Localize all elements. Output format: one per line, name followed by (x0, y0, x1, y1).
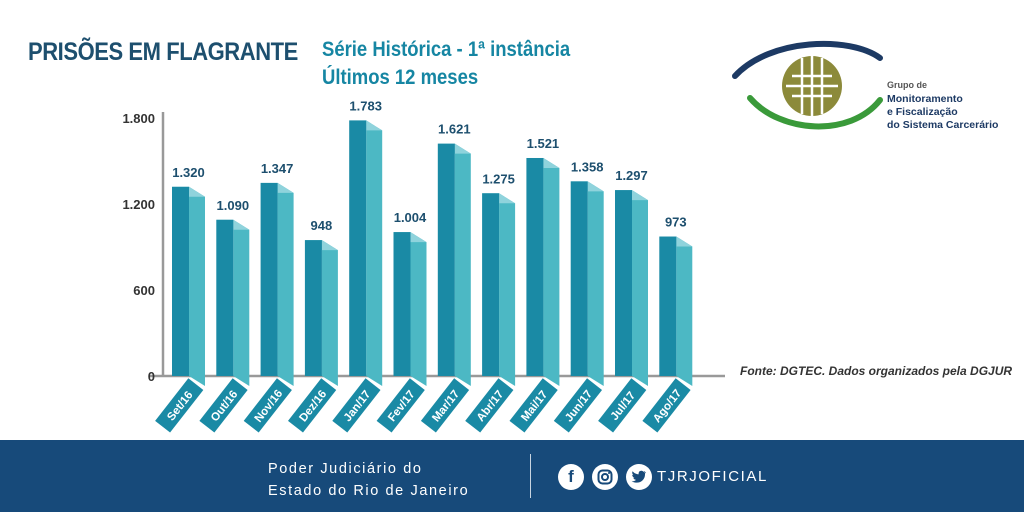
footer-org-line2: Estado do Rio de Janeiro (268, 483, 470, 499)
chart-subtitle-line2: Últimos 12 meses (322, 66, 479, 89)
bar-side (189, 186, 205, 386)
bar-side (366, 120, 383, 386)
bar-side (543, 157, 560, 386)
bar-side (454, 143, 471, 386)
x-tick: Nov/16 (243, 378, 292, 433)
x-tick: Dez/16 (288, 378, 337, 433)
data-label: 1.358 (571, 159, 604, 174)
bar (260, 182, 278, 376)
footer-org-line1: Poder Judiciário do (268, 461, 423, 477)
data-label: 1.090 (217, 198, 250, 213)
bar-side (632, 190, 648, 386)
twitter-icon[interactable] (626, 464, 652, 490)
data-label: 1.275 (482, 171, 515, 186)
bar (304, 240, 322, 376)
y-tick-label: 1.200 (122, 197, 155, 212)
x-tick: Set/16 (155, 378, 204, 433)
data-label: 973 (665, 215, 687, 230)
facebook-icon[interactable]: f (558, 464, 584, 490)
x-tick-box (243, 378, 292, 433)
y-tick-label: 600 (133, 283, 155, 298)
x-tick: Mar/17 (420, 378, 470, 433)
x-tick: Out/16 (199, 378, 248, 433)
x-tick-box (155, 378, 204, 433)
x-tick-box (465, 378, 514, 433)
bar (482, 193, 500, 376)
social-handle[interactable]: TJRJOFICIAL (657, 468, 768, 485)
chart-title: PRISÕES EM FLAGRANTE (28, 38, 298, 66)
bar-chart: 0 600 1.200 1.800 1.320 Set/16 1.090 Out/16 1.34… (122, 98, 725, 433)
bar-side (410, 232, 427, 386)
footer-org-name: Poder Judiciário do Estado do Rio de Jan… (268, 458, 469, 502)
bar (570, 181, 588, 376)
y-tick-label: 0 (148, 369, 155, 384)
x-tick-box (509, 378, 558, 433)
x-tick-box (598, 378, 647, 433)
bar (526, 157, 544, 376)
data-label: 1.004 (394, 210, 427, 225)
x-tick: Abr/17 (465, 378, 514, 433)
bar-side (233, 219, 250, 386)
x-tick-box (553, 378, 603, 433)
bar-side (321, 240, 338, 386)
x-tick-box (199, 378, 248, 433)
y-tick-label: 1.800 (122, 111, 155, 126)
source-note: Fonte: DGTEC. Dados organizados pela DGJ… (740, 364, 1013, 378)
bar (437, 143, 455, 376)
data-label: 1.621 (438, 122, 471, 137)
x-tick: Jun/17 (553, 378, 603, 433)
bar (216, 219, 234, 376)
bar-side (499, 193, 516, 386)
bar-side (676, 236, 693, 386)
x-tick-box (376, 378, 425, 433)
bar (659, 236, 677, 376)
bar (393, 232, 411, 376)
x-tick: Ago/17 (642, 378, 691, 433)
x-tick: Mai/17 (509, 378, 558, 433)
bar (349, 120, 367, 376)
data-label: 1.521 (527, 136, 560, 151)
footer-divider (530, 454, 531, 498)
data-label: 1.783 (349, 98, 382, 113)
logo-text-line2: Monitoramento (887, 93, 963, 105)
data-label: 1.297 (615, 168, 648, 183)
data-label: 1.347 (261, 161, 294, 176)
bar-side (277, 182, 294, 386)
x-tick: Fev/17 (376, 378, 425, 433)
gmf-logo-icon (732, 40, 883, 130)
logo-text-line4: do Sistema Carcerário (887, 119, 999, 131)
bar (615, 190, 632, 376)
x-tick-box (642, 378, 691, 433)
x-tick-box (332, 378, 381, 433)
logo-text-line3: e Fiscalização (887, 106, 958, 118)
data-label: 1.320 (172, 165, 205, 180)
instagram-icon[interactable] (592, 464, 618, 490)
logo-text-line1: Grupo de (887, 80, 927, 90)
data-label: 948 (311, 218, 333, 233)
x-tick: Jan/17 (332, 378, 381, 433)
footer-bar (0, 440, 1024, 512)
x-tick-box (288, 378, 337, 433)
bar-side (587, 181, 604, 386)
x-tick-box (420, 378, 470, 433)
chart-subtitle-line1: Série Histórica - 1ª instância (322, 38, 571, 61)
bar (172, 186, 189, 376)
x-tick: Jul/17 (598, 378, 647, 433)
